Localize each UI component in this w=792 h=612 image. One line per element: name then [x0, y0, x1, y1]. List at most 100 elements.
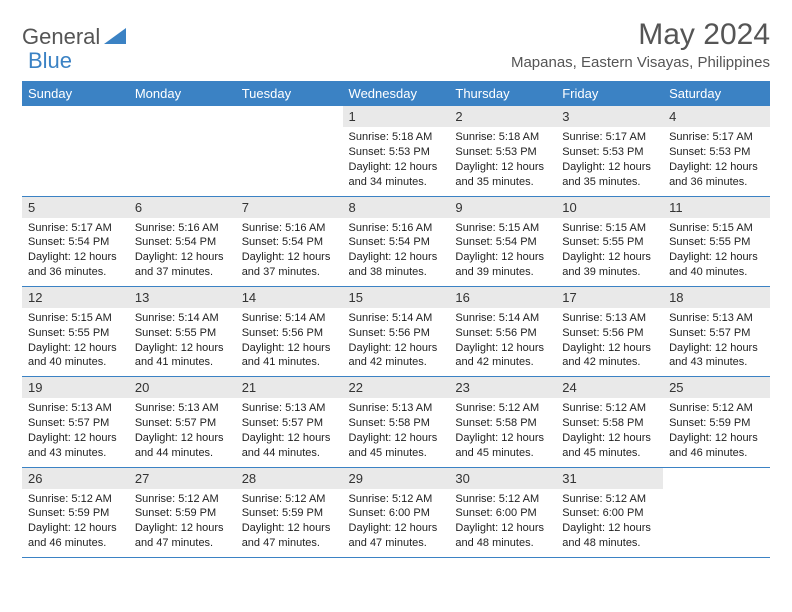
day-detail-line: Sunrise: 5:16 AM	[135, 221, 230, 236]
day-detail-line: Sunset: 6:00 PM	[455, 506, 550, 521]
calendar-day-cell: 3Sunrise: 5:17 AMSunset: 5:53 PMDaylight…	[556, 106, 663, 196]
day-detail-line: Sunrise: 5:17 AM	[562, 130, 657, 145]
day-detail-line: Sunset: 5:59 PM	[135, 506, 230, 521]
day-detail-line: Sunrise: 5:12 AM	[242, 492, 337, 507]
day-details: Sunrise: 5:13 AMSunset: 5:57 PMDaylight:…	[236, 398, 343, 466]
weekday-header: Sunday	[22, 81, 129, 106]
day-details: Sunrise: 5:17 AMSunset: 5:54 PMDaylight:…	[22, 218, 129, 286]
day-detail-line: and 41 minutes.	[242, 355, 337, 370]
day-detail-line: Sunset: 5:54 PM	[135, 235, 230, 250]
day-number: 12	[22, 287, 129, 308]
day-detail-line: Sunset: 5:56 PM	[349, 326, 444, 341]
day-number: 20	[129, 377, 236, 398]
day-number: 29	[343, 468, 450, 489]
day-detail-line: Daylight: 12 hours	[28, 341, 123, 356]
day-detail-line: Sunset: 5:55 PM	[28, 326, 123, 341]
day-number: 5	[22, 197, 129, 218]
day-number: 2	[449, 106, 556, 127]
day-detail-line: Sunset: 5:59 PM	[28, 506, 123, 521]
day-details: Sunrise: 5:12 AMSunset: 6:00 PMDaylight:…	[449, 489, 556, 557]
day-number: 9	[449, 197, 556, 218]
calendar-week-row: 5Sunrise: 5:17 AMSunset: 5:54 PMDaylight…	[22, 196, 770, 286]
day-number: 23	[449, 377, 556, 398]
calendar-day-cell: 27Sunrise: 5:12 AMSunset: 5:59 PMDayligh…	[129, 467, 236, 557]
calendar-day-cell	[22, 106, 129, 196]
day-detail-line: and 35 minutes.	[562, 175, 657, 190]
day-details: Sunrise: 5:15 AMSunset: 5:55 PMDaylight:…	[663, 218, 770, 286]
calendar-day-cell: 20Sunrise: 5:13 AMSunset: 5:57 PMDayligh…	[129, 377, 236, 467]
calendar-day-cell: 2Sunrise: 5:18 AMSunset: 5:53 PMDaylight…	[449, 106, 556, 196]
day-detail-line: Daylight: 12 hours	[28, 521, 123, 536]
day-number: 17	[556, 287, 663, 308]
day-detail-line: Daylight: 12 hours	[242, 341, 337, 356]
brand-part2-wrap: Blue	[28, 48, 72, 74]
calendar-page: General May 2024 Mapanas, Eastern Visaya…	[0, 0, 792, 576]
calendar-header-row: SundayMondayTuesdayWednesdayThursdayFrid…	[22, 81, 770, 106]
calendar-day-cell: 30Sunrise: 5:12 AMSunset: 6:00 PMDayligh…	[449, 467, 556, 557]
calendar-day-cell: 25Sunrise: 5:12 AMSunset: 5:59 PMDayligh…	[663, 377, 770, 467]
day-detail-line: Sunrise: 5:12 AM	[562, 492, 657, 507]
day-number: 31	[556, 468, 663, 489]
calendar-body: 1Sunrise: 5:18 AMSunset: 5:53 PMDaylight…	[22, 106, 770, 558]
calendar-week-row: 1Sunrise: 5:18 AMSunset: 5:53 PMDaylight…	[22, 106, 770, 196]
day-detail-line: Daylight: 12 hours	[669, 431, 764, 446]
day-detail-line: Sunset: 5:57 PM	[242, 416, 337, 431]
calendar-day-cell: 14Sunrise: 5:14 AMSunset: 5:56 PMDayligh…	[236, 286, 343, 376]
day-detail-line: and 47 minutes.	[135, 536, 230, 551]
calendar-day-cell: 13Sunrise: 5:14 AMSunset: 5:55 PMDayligh…	[129, 286, 236, 376]
calendar-day-cell	[129, 106, 236, 196]
day-detail-line: Sunset: 5:53 PM	[455, 145, 550, 160]
day-detail-line: Sunrise: 5:12 AM	[28, 492, 123, 507]
calendar-day-cell: 19Sunrise: 5:13 AMSunset: 5:57 PMDayligh…	[22, 377, 129, 467]
calendar-table: SundayMondayTuesdayWednesdayThursdayFrid…	[22, 81, 770, 558]
calendar-day-cell: 28Sunrise: 5:12 AMSunset: 5:59 PMDayligh…	[236, 467, 343, 557]
day-number: 28	[236, 468, 343, 489]
logo-triangle-icon	[104, 26, 126, 49]
day-detail-line: Daylight: 12 hours	[455, 250, 550, 265]
day-detail-line: Daylight: 12 hours	[562, 341, 657, 356]
day-detail-line: Daylight: 12 hours	[455, 431, 550, 446]
day-detail-line: and 37 minutes.	[242, 265, 337, 280]
day-detail-line: Sunrise: 5:12 AM	[455, 492, 550, 507]
day-detail-line: and 47 minutes.	[242, 536, 337, 551]
day-detail-line: Daylight: 12 hours	[242, 250, 337, 265]
calendar-day-cell: 10Sunrise: 5:15 AMSunset: 5:55 PMDayligh…	[556, 196, 663, 286]
day-details: Sunrise: 5:12 AMSunset: 5:59 PMDaylight:…	[663, 398, 770, 466]
day-detail-line: Sunset: 5:56 PM	[455, 326, 550, 341]
day-detail-line: Sunset: 5:53 PM	[562, 145, 657, 160]
calendar-day-cell: 17Sunrise: 5:13 AMSunset: 5:56 PMDayligh…	[556, 286, 663, 376]
day-detail-line: Sunset: 5:58 PM	[562, 416, 657, 431]
day-details: Sunrise: 5:15 AMSunset: 5:55 PMDaylight:…	[556, 218, 663, 286]
day-detail-line: Sunset: 5:53 PM	[669, 145, 764, 160]
day-details: Sunrise: 5:12 AMSunset: 5:59 PMDaylight:…	[236, 489, 343, 557]
calendar-day-cell: 9Sunrise: 5:15 AMSunset: 5:54 PMDaylight…	[449, 196, 556, 286]
day-details: Sunrise: 5:12 AMSunset: 5:59 PMDaylight:…	[129, 489, 236, 557]
calendar-day-cell	[663, 467, 770, 557]
day-details: Sunrise: 5:18 AMSunset: 5:53 PMDaylight:…	[449, 127, 556, 195]
day-number: 15	[343, 287, 450, 308]
day-detail-line: Daylight: 12 hours	[349, 521, 444, 536]
day-details: Sunrise: 5:14 AMSunset: 5:56 PMDaylight:…	[343, 308, 450, 376]
weekday-header: Monday	[129, 81, 236, 106]
day-number: 13	[129, 287, 236, 308]
day-number: 8	[343, 197, 450, 218]
day-details: Sunrise: 5:13 AMSunset: 5:57 PMDaylight:…	[129, 398, 236, 466]
calendar-day-cell: 11Sunrise: 5:15 AMSunset: 5:55 PMDayligh…	[663, 196, 770, 286]
day-number: 10	[556, 197, 663, 218]
day-detail-line: and 48 minutes.	[455, 536, 550, 551]
day-detail-line: Daylight: 12 hours	[562, 521, 657, 536]
day-detail-line: and 36 minutes.	[669, 175, 764, 190]
day-number: 21	[236, 377, 343, 398]
day-detail-line: Daylight: 12 hours	[28, 250, 123, 265]
day-detail-line: Sunrise: 5:14 AM	[455, 311, 550, 326]
day-detail-line: and 48 minutes.	[562, 536, 657, 551]
day-details: Sunrise: 5:12 AMSunset: 6:00 PMDaylight:…	[343, 489, 450, 557]
day-detail-line: and 45 minutes.	[455, 446, 550, 461]
day-detail-line: Sunset: 5:53 PM	[349, 145, 444, 160]
day-detail-line: Daylight: 12 hours	[669, 341, 764, 356]
day-detail-line: Sunrise: 5:15 AM	[28, 311, 123, 326]
day-details: Sunrise: 5:12 AMSunset: 5:58 PMDaylight:…	[556, 398, 663, 466]
day-number: 22	[343, 377, 450, 398]
day-detail-line: Daylight: 12 hours	[349, 160, 444, 175]
day-detail-line: Daylight: 12 hours	[455, 341, 550, 356]
